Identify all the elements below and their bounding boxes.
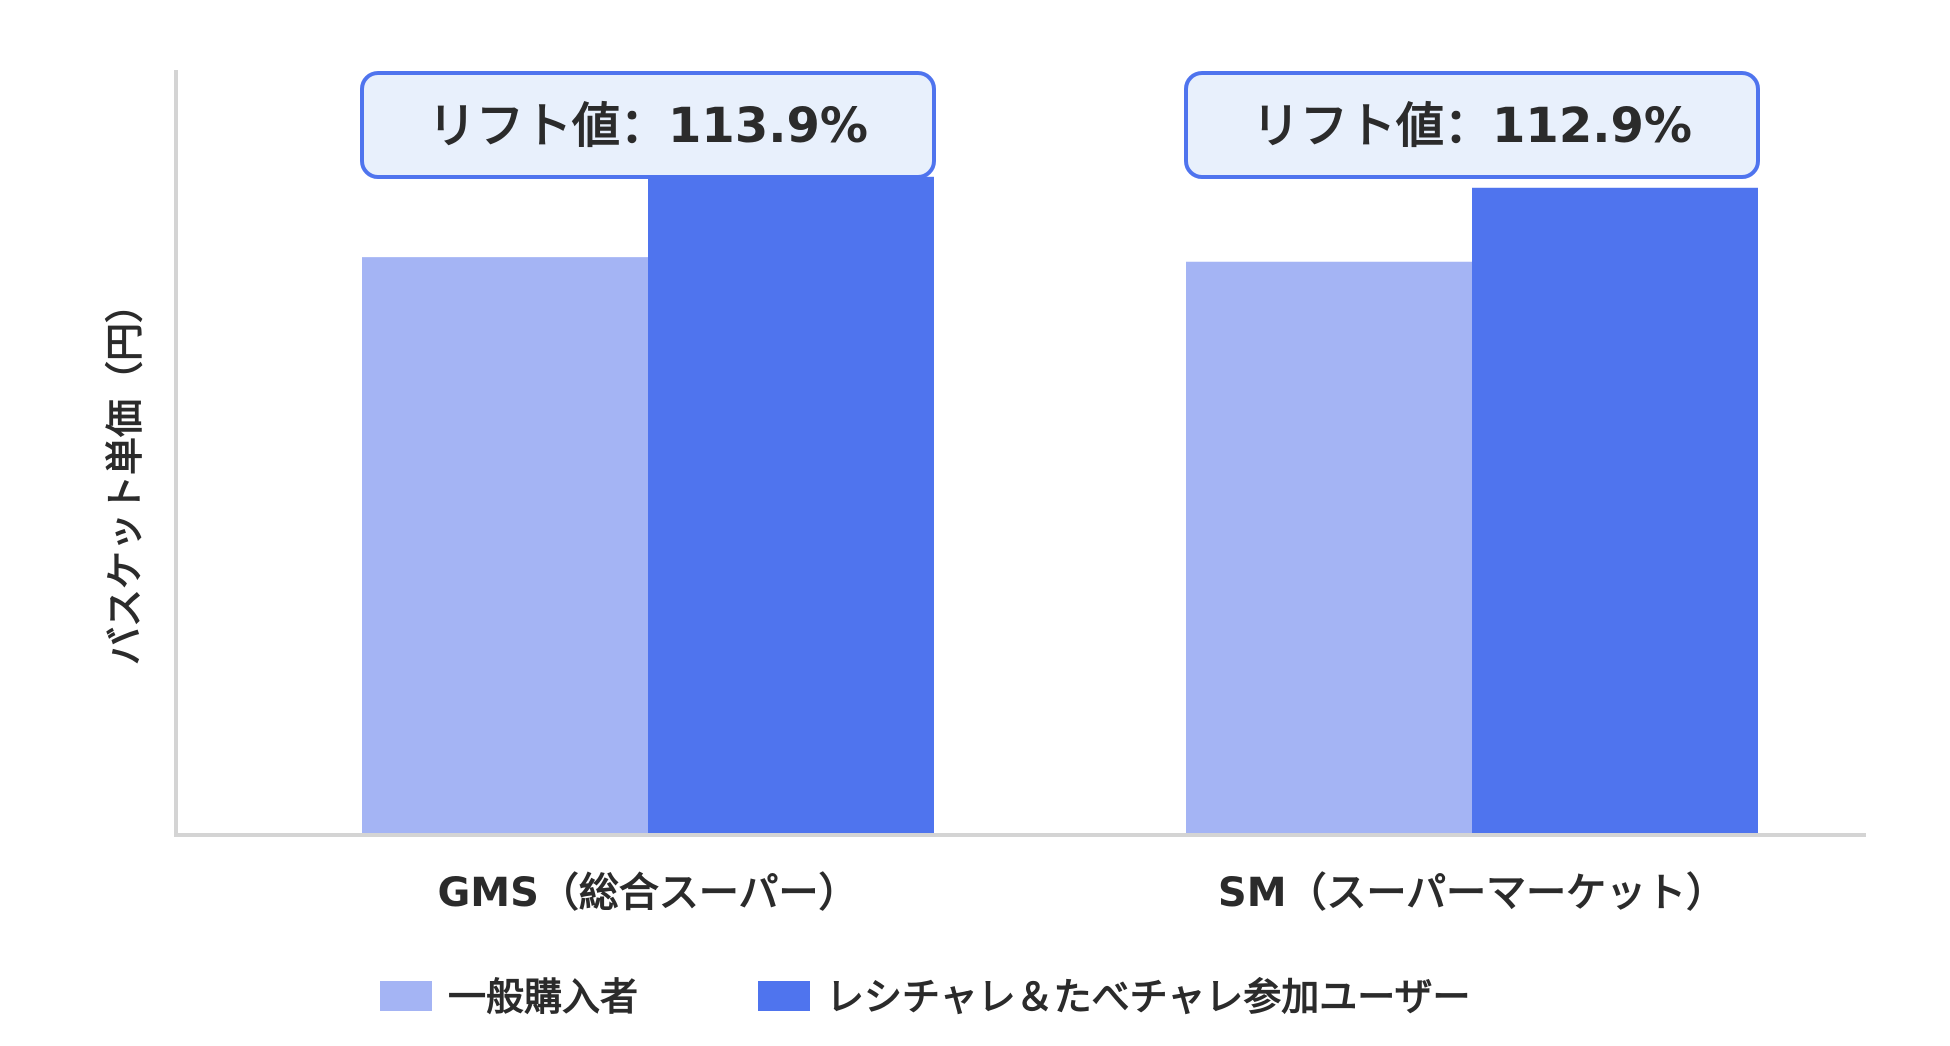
lift-annotation-text: リフト値：113.9% [428,98,868,154]
y-axis-label: バスケット単価（円） [103,285,147,665]
legend-swatch [758,981,810,1011]
bar-general-buyers-sm [1186,261,1472,835]
lift-annotation-box [360,71,936,179]
lift-annotation-text: リフト値：112.9% [1252,98,1692,154]
legend-item: 一般購入者 [380,975,638,1019]
legend-swatch [380,981,432,1011]
x-tick-label: GMS（総合スーパー） [437,870,858,916]
x-tick-label: SM（スーパーマーケット） [1218,870,1726,916]
annotations: リフト値：113.9% リフト値：112.9% [360,71,1760,179]
legend: 一般購入者 レシチャレ＆たべチャレ参加ユーザー [380,975,1470,1019]
bar-participant-users-sm [1472,187,1758,836]
bar-participant-users-gms [648,176,934,835]
legend-label: レシチャレ＆たべチャレ参加ユーザー [826,975,1470,1019]
legend-label: 一般購入者 [448,975,638,1019]
category-labels: GMS（総合スーパー） SM（スーパーマーケット） [437,870,1726,916]
bar-general-buyers-gms [362,257,648,836]
legend-item: レシチャレ＆たべチャレ参加ユーザー [758,975,1470,1019]
lift-annotation: リフト値：113.9% [360,71,936,179]
plot-area [362,176,1758,836]
lift-annotation-box [1184,71,1760,179]
axes: バスケット単価（円） [103,70,1866,837]
lift-annotation: リフト値：112.9% [1184,71,1760,179]
